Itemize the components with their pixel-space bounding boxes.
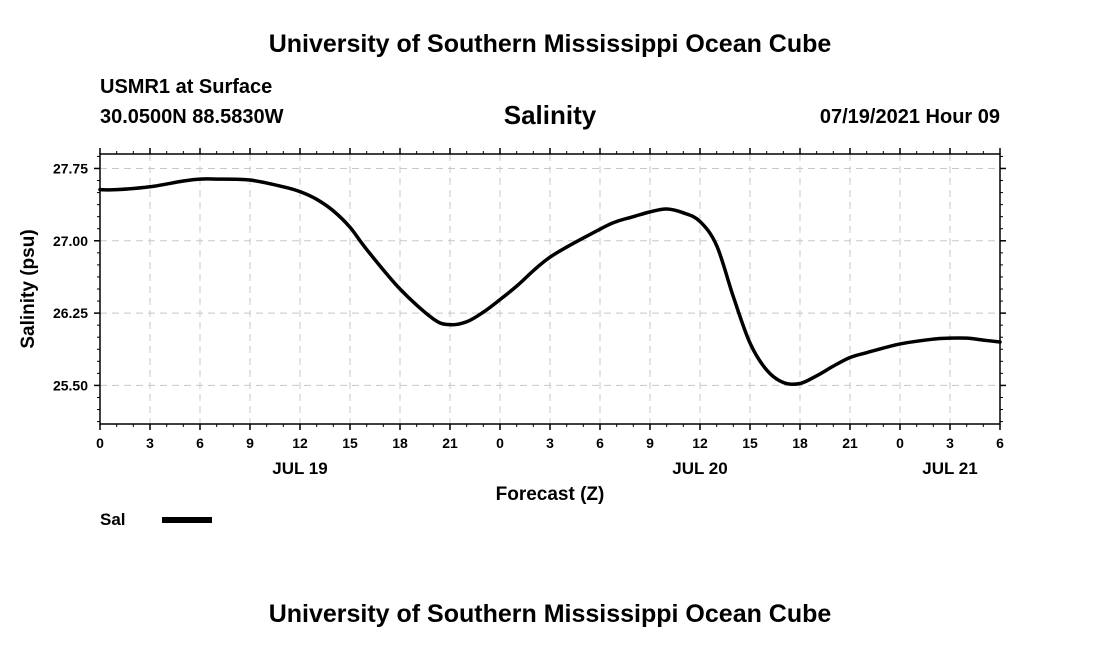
x-tick-label: 3 <box>146 435 154 451</box>
datetime-label: 07/19/2021 Hour 09 <box>819 106 1000 128</box>
grid <box>100 154 1000 424</box>
bottom-title: University of Southern Mississippi Ocean… <box>268 600 832 628</box>
x-tick-label: 3 <box>546 435 554 451</box>
x-tick-label: 15 <box>342 435 358 451</box>
plot-frame <box>99 153 1001 425</box>
axis-ticks <box>94 148 1006 430</box>
x-tick-label: 3 <box>946 435 954 451</box>
x-tick-label: 0 <box>896 435 904 451</box>
salinity-series-line <box>98 177 1002 387</box>
y-tick-label: 27.75 <box>53 160 88 176</box>
x-tick-label: 15 <box>742 435 758 451</box>
date-label: JUL 21 <box>922 459 977 478</box>
x-tick-label: 18 <box>392 435 408 451</box>
y-tick-label: 25.50 <box>53 377 88 393</box>
x-tick-label: 6 <box>596 435 604 451</box>
x-axis-label: Forecast (Z) <box>496 484 605 505</box>
top-title: University of Southern Mississippi Ocean… <box>268 30 832 58</box>
chart-title: Salinity <box>503 100 597 130</box>
x-tick-label: 12 <box>292 435 308 451</box>
date-label: JUL 20 <box>672 459 727 478</box>
axis-labels: 0 3 6 9 12 15 18 21 0 3 6 9 12 15 18 21 0 3 6 JUL 19 JUL 20 J… <box>53 160 1004 478</box>
x-tick-label: 6 <box>996 435 1004 451</box>
x-tick-label: 0 <box>496 435 504 451</box>
y-tick-label: 27.00 <box>53 233 88 249</box>
x-tick-label: 12 <box>692 435 708 451</box>
y-axis-label: Salinity (psu) <box>18 229 39 348</box>
coordinates-label: 30.0500N 88.5830W <box>100 106 284 128</box>
x-tick-label: 18 <box>792 435 808 451</box>
x-tick-label: 6 <box>196 435 204 451</box>
x-tick-label: 9 <box>246 435 254 451</box>
station-label: USMR1 at Surface <box>100 76 273 98</box>
x-tick-label: 21 <box>842 435 858 451</box>
date-label: JUL 19 <box>272 459 327 478</box>
x-tick-label: 9 <box>646 435 654 451</box>
x-tick-label: 0 <box>96 435 104 451</box>
y-tick-label: 26.25 <box>53 305 88 321</box>
x-tick-label: 21 <box>442 435 458 451</box>
legend: Sal <box>100 510 212 529</box>
legend-label: Sal <box>100 510 126 529</box>
